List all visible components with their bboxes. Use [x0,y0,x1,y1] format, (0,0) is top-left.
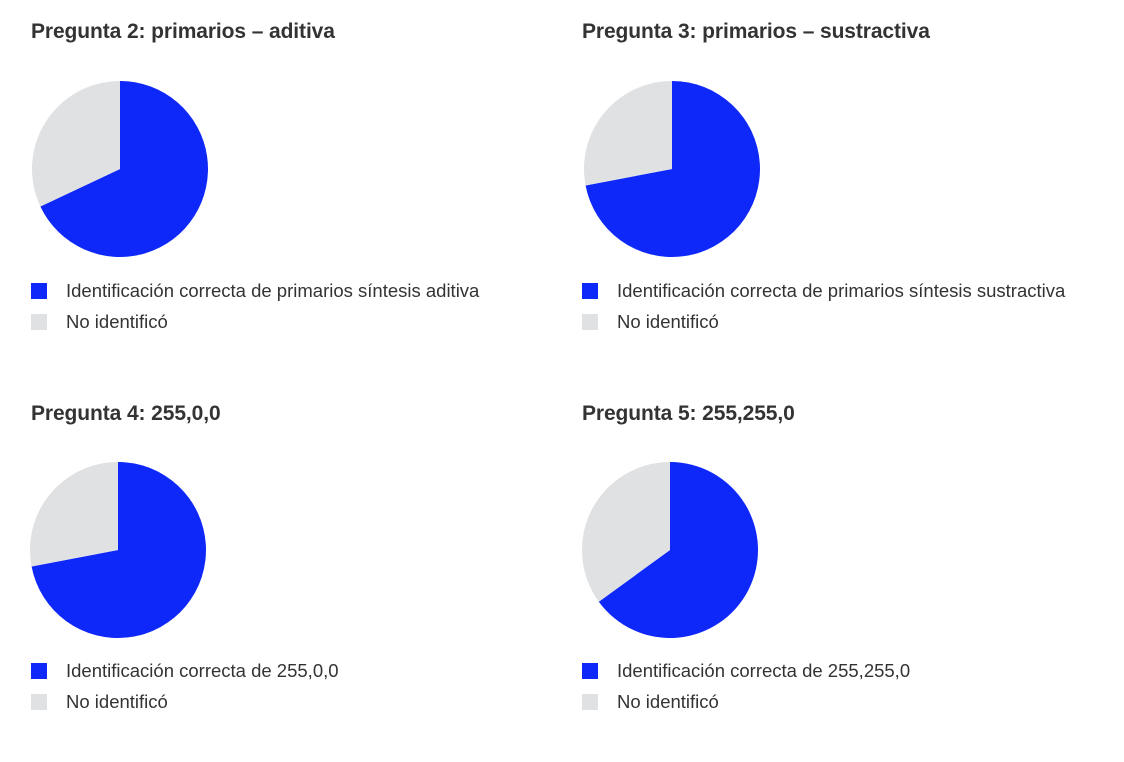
chart-panel-pregunta-4: Pregunta 4: 255,0,0 Identificación corre… [30,402,581,762]
pie-slice-correct [598,462,758,638]
chart-title: Pregunta 3: primarios – sustractiva [582,20,930,43]
chart-legend: Identificación correcta de 255,255,0 No … [582,655,910,717]
legend-swatch-correct [31,662,47,679]
legend-label: No identificó [617,310,719,332]
legend-item-correct: Identificación correcta de primarios sín… [582,275,1065,306]
chart-title: Pregunta 2: primarios – aditiva [31,20,335,43]
pie-slice-correct [31,462,207,638]
pie-slice-not-identified [31,81,121,207]
chart-title: Pregunta 4: 255,0,0 [31,402,221,425]
pie-slice-not-identified [582,462,670,602]
legend-item-correct: Identificación correcta de primarios sín… [31,275,479,306]
pie-slice-not-identified [584,81,672,186]
legend-item-correct: Identificación correcta de 255,0,0 [31,655,339,686]
legend-swatch-correct [31,282,47,299]
legend-swatch-not-identified [582,693,598,710]
legend-label: No identificó [66,690,168,712]
legend-label: Identificación correcta de 255,255,0 [617,659,911,681]
chart-panel-pregunta-2: Pregunta 2: primarios – aditiva Identifi… [31,20,581,380]
legend-item-not-identified: No identificó [31,306,479,337]
legend-item-not-identified: No identificó [582,686,910,717]
legend-item-not-identified: No identificó [582,306,1065,337]
legend-swatch-not-identified [31,693,47,710]
chart-legend: Identificación correcta de 255,0,0 No id… [31,655,339,717]
pie-slice-correct [585,81,760,257]
pie-slice-correct [40,80,209,257]
legend-swatch-not-identified [31,313,47,330]
legend-swatch-correct [582,282,598,299]
pie-slice-not-identified [30,462,118,567]
legend-swatch-not-identified [582,313,598,330]
legend-item-not-identified: No identificó [31,686,339,717]
pie-chart [31,80,209,257]
pie-chart [30,462,207,638]
legend-swatch-correct [582,662,598,679]
pie-chart [584,81,760,257]
legend-label: No identificó [66,310,168,332]
pie-chart [582,462,758,638]
legend-item-correct: Identificación correcta de 255,255,0 [582,655,910,686]
chart-panel-pregunta-3: Pregunta 3: primarios – sustractiva Iden… [582,20,1124,380]
legend-label: Identificación correcta de primarios sín… [66,279,480,301]
legend-label: No identificó [617,690,719,712]
chart-panel-pregunta-5: Pregunta 5: 255,255,0 Identificación cor… [582,402,1124,762]
chart-title: Pregunta 5: 255,255,0 [582,402,795,425]
chart-legend: Identificación correcta de primarios sín… [582,275,1065,337]
legend-label: Identificación correcta de primarios sín… [617,279,1066,301]
legend-label: Identificación correcta de 255,0,0 [66,659,339,681]
chart-legend: Identificación correcta de primarios sín… [31,275,479,337]
